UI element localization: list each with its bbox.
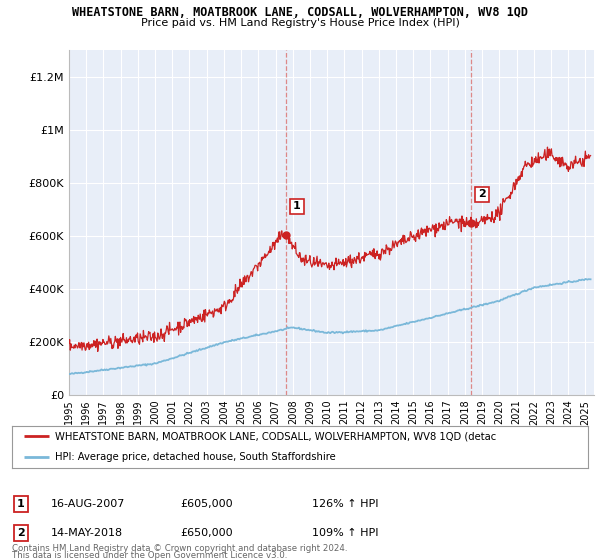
- Text: 1: 1: [293, 202, 301, 211]
- Text: 2: 2: [17, 528, 25, 538]
- Text: WHEATSTONE BARN, MOATBROOK LANE, CODSALL, WOLVERHAMPTON, WV8 1QD: WHEATSTONE BARN, MOATBROOK LANE, CODSALL…: [72, 6, 528, 18]
- Text: This data is licensed under the Open Government Licence v3.0.: This data is licensed under the Open Gov…: [12, 551, 287, 560]
- Text: 16-AUG-2007: 16-AUG-2007: [51, 499, 125, 509]
- Text: 1: 1: [17, 499, 25, 509]
- Text: £650,000: £650,000: [180, 528, 233, 538]
- Text: £605,000: £605,000: [180, 499, 233, 509]
- Text: Price paid vs. HM Land Registry's House Price Index (HPI): Price paid vs. HM Land Registry's House …: [140, 18, 460, 28]
- Text: 2: 2: [478, 189, 486, 199]
- Text: 109% ↑ HPI: 109% ↑ HPI: [312, 528, 379, 538]
- Text: HPI: Average price, detached house, South Staffordshire: HPI: Average price, detached house, Sout…: [55, 452, 336, 462]
- Text: Contains HM Land Registry data © Crown copyright and database right 2024.: Contains HM Land Registry data © Crown c…: [12, 544, 347, 553]
- Text: 14-MAY-2018: 14-MAY-2018: [51, 528, 123, 538]
- Text: 126% ↑ HPI: 126% ↑ HPI: [312, 499, 379, 509]
- Text: WHEATSTONE BARN, MOATBROOK LANE, CODSALL, WOLVERHAMPTON, WV8 1QD (detac: WHEATSTONE BARN, MOATBROOK LANE, CODSALL…: [55, 431, 496, 441]
